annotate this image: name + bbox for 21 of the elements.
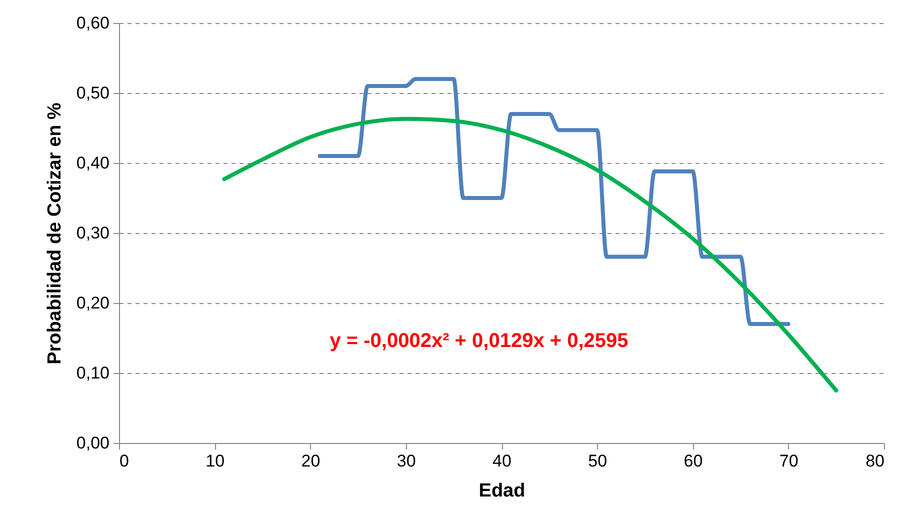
x-tick-label: 0 [120, 452, 129, 470]
x-tick-label: 40 [492, 452, 512, 470]
line-series [318, 77, 790, 326]
y-tick-label: 0,20 [76, 294, 110, 312]
x-tick-label: 10 [206, 452, 225, 470]
y-tick-label: 0,10 [76, 364, 110, 382]
y-tick-label: 0,40 [76, 154, 110, 172]
y-tick-label: 0,00 [76, 434, 110, 452]
x-tick-label: 30 [396, 452, 416, 470]
x-tick-label: 50 [588, 452, 608, 470]
x-tick-label: 70 [779, 452, 798, 470]
line-series [222, 116, 838, 392]
y-tick-label: 0,60 [76, 14, 110, 32]
y-axis-title: Probabilidad de Cotizar en % [44, 102, 66, 364]
y-tick-label: 0,50 [76, 84, 110, 102]
x-tick-label: 60 [684, 452, 703, 470]
annotation: y = -0,0002x² + 0,0129x + 0,2595 [330, 330, 628, 352]
x-tick-label: 20 [301, 452, 320, 470]
x-tick-label: 80 [866, 452, 884, 470]
y-tick-label: 0,30 [76, 224, 110, 242]
x-axis-title: Edad [478, 480, 526, 502]
